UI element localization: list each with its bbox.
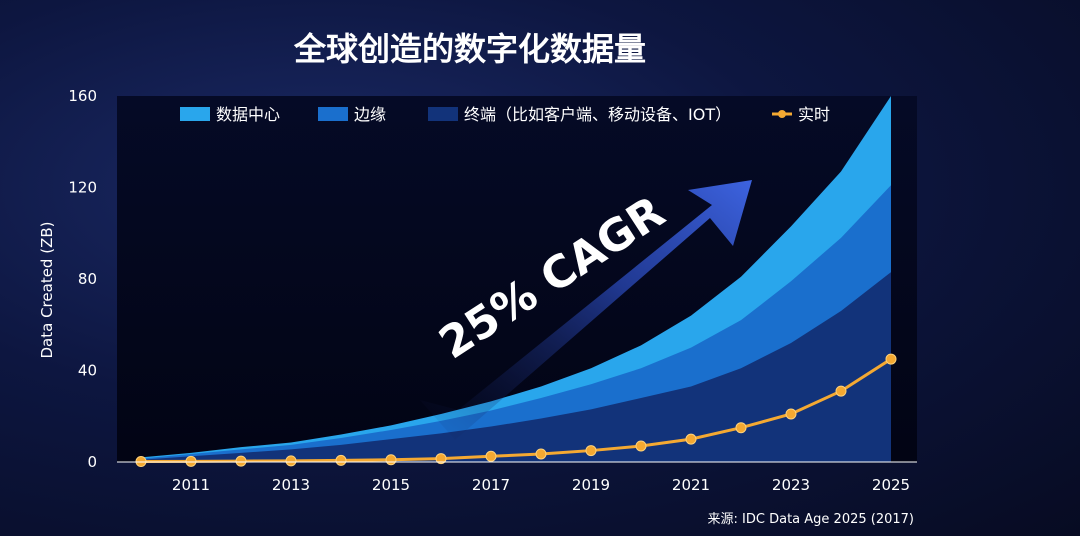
legend: 数据中心 边缘 终端（比如客户端、移动设备、IOT） 实时 <box>180 105 830 124</box>
legend-label: 边缘 <box>354 105 386 124</box>
y-tick-label: 0 <box>87 453 97 471</box>
realtime-line <box>140 357 892 464</box>
realtime-point <box>385 454 397 466</box>
area-series-group <box>141 96 891 462</box>
realtime-point <box>435 453 447 465</box>
realtime-series-group <box>135 353 897 468</box>
x-tick-label: 2021 <box>672 476 710 494</box>
legend-marker <box>778 110 786 118</box>
chart-title: 全球创造的数字化数据量 <box>293 30 646 68</box>
legend-item-edge: 边缘 <box>318 105 386 124</box>
realtime-point <box>535 448 547 460</box>
y-axis-label: Data Created (ZB) <box>38 222 56 359</box>
realtime-point <box>835 385 847 397</box>
y-tick-label: 160 <box>68 87 97 105</box>
realtime-point <box>235 455 247 467</box>
realtime-point <box>785 408 797 420</box>
realtime-point <box>885 353 897 365</box>
realtime-point <box>585 445 597 457</box>
legend-label: 数据中心 <box>216 105 280 124</box>
legend-label: 终端（比如客户端、移动设备、IOT） <box>464 105 731 124</box>
legend-item-endpoint: 终端（比如客户端、移动设备、IOT） <box>428 105 731 124</box>
legend-swatch <box>428 107 458 121</box>
legend-swatch <box>180 107 210 121</box>
realtime-point <box>285 455 297 467</box>
x-tick-label: 2023 <box>772 476 810 494</box>
x-tick-label: 2011 <box>172 476 210 494</box>
x-axis-ticks: 2011 2013 2015 2017 2019 2021 2023 2025 <box>172 476 910 494</box>
x-tick-label: 2025 <box>872 476 910 494</box>
y-tick-label: 40 <box>78 362 97 380</box>
legend-item-datacenter: 数据中心 <box>180 105 280 124</box>
y-tick-label: 120 <box>68 179 97 197</box>
y-tick-label: 80 <box>78 270 97 288</box>
legend-label: 实时 <box>798 105 830 124</box>
realtime-point <box>635 440 647 452</box>
x-tick-label: 2019 <box>572 476 610 494</box>
area-endpoint <box>141 272 891 462</box>
legend-swatch <box>318 107 348 121</box>
realtime-point <box>335 454 347 466</box>
realtime-point <box>485 450 497 462</box>
x-tick-label: 2017 <box>472 476 510 494</box>
legend-item-realtime: 实时 <box>772 105 830 124</box>
x-tick-label: 2013 <box>272 476 310 494</box>
realtime-point <box>685 433 697 445</box>
realtime-point <box>735 422 747 434</box>
x-tick-label: 2015 <box>372 476 410 494</box>
y-axis-ticks: 0 40 80 120 160 <box>68 87 97 471</box>
realtime-point <box>185 455 197 467</box>
cagr-arrow <box>420 180 752 440</box>
source-note: 来源: IDC Data Age 2025 (2017) <box>708 512 914 527</box>
